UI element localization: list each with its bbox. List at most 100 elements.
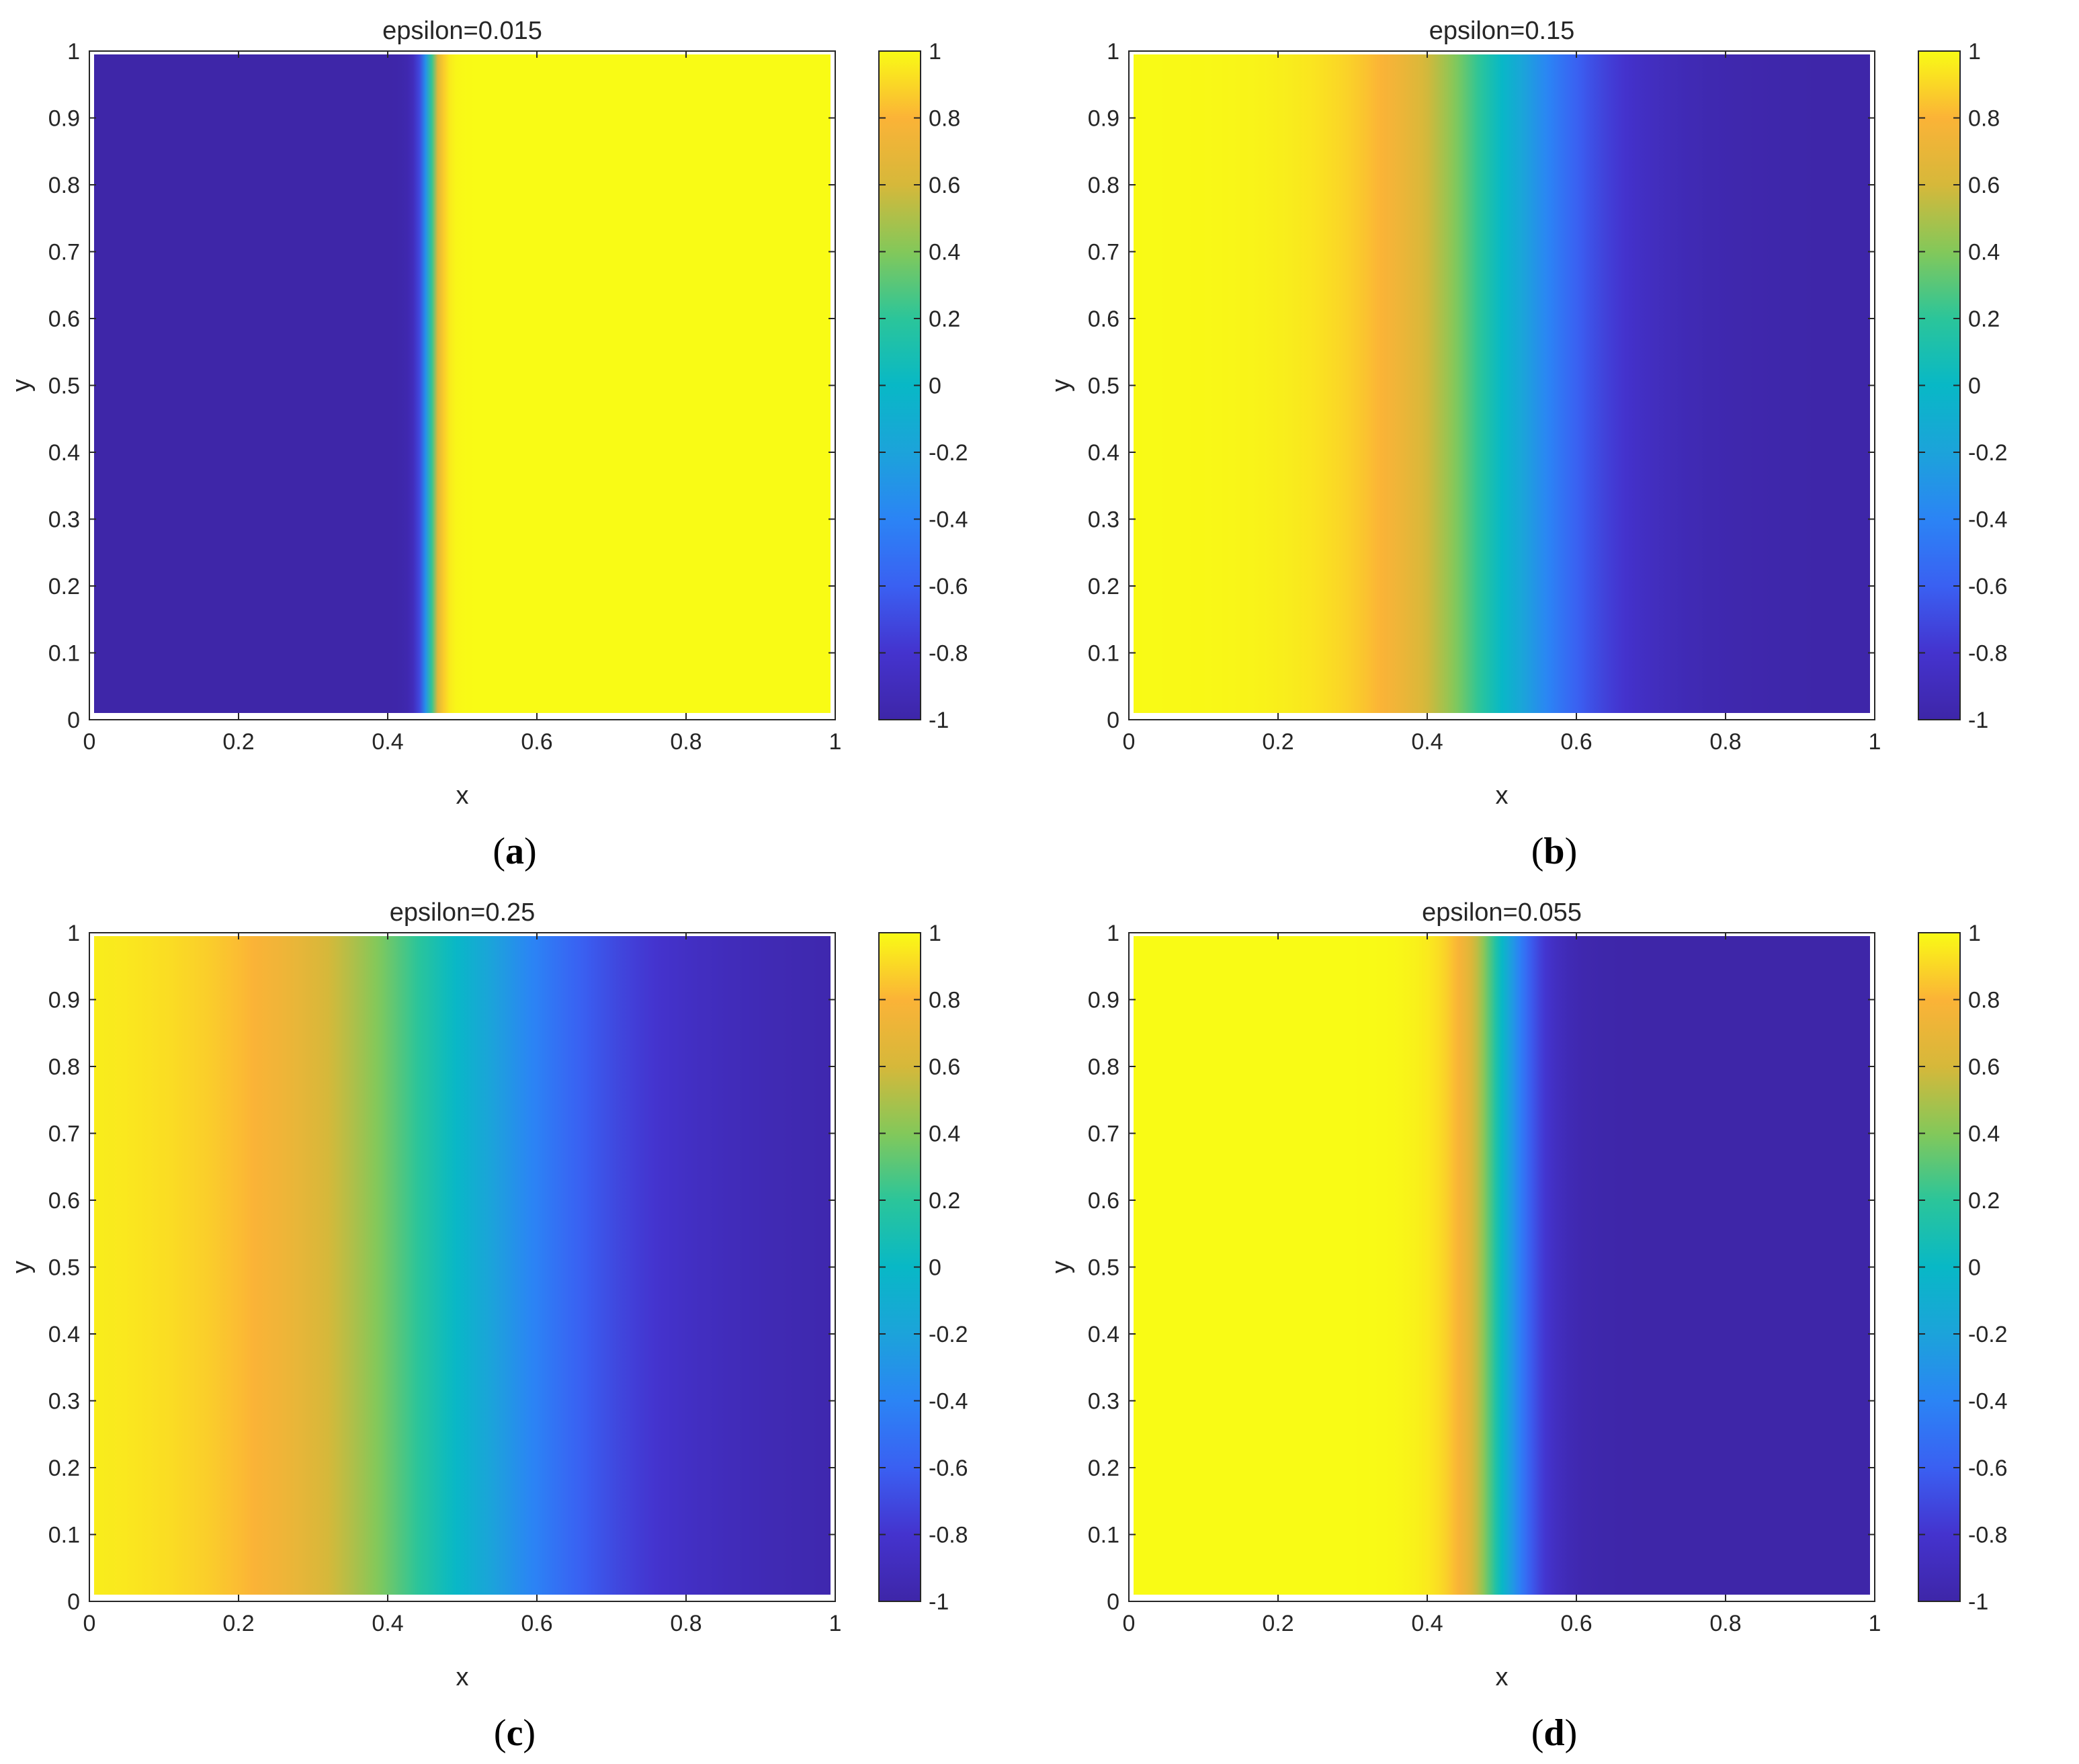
colorbar-tick-label: -0.2: [1968, 1322, 2008, 1347]
colorbar-tick-label: 0.8: [929, 988, 960, 1013]
y-tick-label: 0: [67, 708, 80, 733]
x-axis-label: x: [1496, 782, 1509, 810]
colorbar-tick-label: -0.2: [929, 1322, 968, 1347]
colorbar-tick-label: -0.2: [1968, 440, 2008, 466]
colorbar-tick-label: 0.2: [929, 1188, 960, 1214]
colorbar-tick-label: 0.6: [1968, 1054, 2000, 1080]
panel-a: 0 0.2 0.4 0.6 0.8 1 0 0.1 0.2 0.3 0.4 0.5 0.6 0.7 0.8 0…: [0, 0, 1040, 882]
colorbar-tick-label: -0.8: [929, 641, 968, 667]
y-tick-label: 0.4: [1088, 440, 1119, 466]
x-tick-label: 0: [83, 1611, 96, 1636]
panel-label: (a): [493, 831, 536, 872]
y-tick-label: 0.9: [1088, 988, 1119, 1013]
colorbar-tick-label: -0.6: [929, 1456, 968, 1481]
colorbar-tick-label: 0.4: [929, 1122, 960, 1147]
x-tick-label: 0.4: [1411, 1611, 1443, 1636]
colorbar-tick-label: -0.4: [929, 507, 968, 533]
panel-label: (b): [1531, 831, 1577, 872]
y-tick-label: 0: [67, 1589, 80, 1615]
colorbar-tick-label: -0.6: [1968, 1456, 2008, 1481]
y-tick-label: 0.5: [48, 374, 80, 399]
y-tick-label: 0.9: [48, 106, 80, 132]
x-tick-label: 1: [1869, 1611, 1881, 1636]
y-tick-label: 0.2: [1088, 1456, 1119, 1481]
colorbar-tick-label: -0.8: [929, 1523, 968, 1548]
y-tick-label: 0.7: [1088, 240, 1119, 265]
x-tick-label: 0.2: [222, 729, 254, 755]
colorbar-tick-label: 0: [1968, 374, 1981, 399]
y-tick-label: 0.5: [48, 1255, 80, 1281]
heatmap-field: [1134, 936, 1870, 1595]
colorbar-tick-label: 1: [929, 921, 941, 946]
colorbar-tick-label: 0.2: [1968, 1188, 2000, 1214]
colorbar: [1918, 50, 1961, 720]
x-tick-label: 0.6: [1560, 729, 1592, 755]
colorbar-tick-label: 0.8: [1968, 988, 2000, 1013]
colorbar-tick-label: 0.6: [929, 173, 960, 198]
x-tick-label: 0.8: [1709, 1611, 1741, 1636]
colorbar-tick-label: -0.8: [1968, 1523, 2008, 1548]
colorbar-tick-label: 0: [929, 1255, 941, 1281]
chart-title: epsilon=0.015: [382, 17, 542, 45]
colorbar-tick-label: -0.2: [929, 440, 968, 466]
colorbar-tick-label: 1: [929, 39, 941, 65]
y-tick-label: 1: [67, 921, 80, 946]
colorbar-tick-label: 0.4: [1968, 1122, 2000, 1147]
y-tick-label: 1: [1107, 921, 1119, 946]
y-tick-label: 0.7: [48, 240, 80, 265]
colorbar: [1918, 932, 1961, 1602]
colorbar-tick-label: 0.4: [1968, 240, 2000, 265]
y-tick-label: 0.9: [48, 988, 80, 1013]
y-tick-label: 0.9: [1088, 106, 1119, 132]
colorbar-tick-label: 0.2: [1968, 306, 2000, 332]
colorbar-tick-label: 0.8: [1968, 106, 2000, 132]
colorbar-tick-label: 0.6: [929, 1054, 960, 1080]
x-tick-label: 0.2: [222, 1611, 254, 1636]
y-tick-label: 0.8: [48, 1054, 80, 1080]
y-tick-label: 0.4: [48, 440, 80, 466]
x-tick-label: 1: [829, 1611, 842, 1636]
y-tick-label: 0.1: [1088, 1523, 1119, 1548]
x-tick-label: 0.8: [670, 729, 702, 755]
y-tick-label: 0.2: [1088, 574, 1119, 599]
y-tick-label: 0.2: [48, 1456, 80, 1481]
colorbar-tick-label: -1: [929, 1589, 949, 1615]
colorbar-tick-label: -0.4: [929, 1389, 968, 1415]
heatmap-field: [94, 936, 831, 1595]
x-tick-label: 0.6: [521, 1611, 552, 1636]
x-tick-label: 0.6: [1560, 1611, 1592, 1636]
colorbar-tick-label: 1: [1968, 39, 1981, 65]
colorbar-tick-label: -1: [1968, 1589, 1988, 1615]
x-tick-label: 0: [1123, 1611, 1136, 1636]
x-tick-label: 0: [1123, 729, 1136, 755]
y-tick-label: 0.3: [1088, 507, 1119, 533]
y-tick-label: 0.4: [48, 1322, 80, 1347]
y-tick-label: 0.3: [48, 1389, 80, 1415]
colorbar-tick-label: 0: [929, 374, 941, 399]
chart-title: epsilon=0.055: [1422, 898, 1582, 927]
x-tick-label: 1: [829, 729, 842, 755]
colorbar-tick-label: -1: [929, 708, 949, 733]
x-tick-label: 0.4: [1411, 729, 1443, 755]
heatmap-chart-d: 0 0.2 0.4 0.6 0.8 1 0 0.1 0.2 0.3 0.4 0.5 0.6 0.7 0.8 0…: [1047, 898, 2008, 1754]
y-tick-label: 0.1: [1088, 641, 1119, 667]
x-tick-label: 0.8: [670, 1611, 702, 1636]
y-tick-label: 0.4: [1088, 1322, 1119, 1347]
x-tick-label: 0.2: [1262, 1611, 1293, 1636]
x-tick-label: 0.4: [372, 1611, 403, 1636]
colorbar-tick-label: 1: [1968, 921, 1981, 946]
heatmap-chart-a: 0 0.2 0.4 0.6 0.8 1 0 0.1 0.2 0.3 0.4 0.5 0.6 0.7 0.8 0…: [7, 17, 968, 872]
y-tick-label: 0.5: [1088, 374, 1119, 399]
colorbar: [878, 50, 921, 720]
x-tick-label: 0.6: [521, 729, 552, 755]
panel-c: 0 0.2 0.4 0.6 0.8 1 0 0.1 0.2 0.3 0.4 0.5 0.6 0.7 0.8 0…: [0, 882, 1040, 1763]
y-tick-label: 0.5: [1088, 1255, 1119, 1281]
y-axis-label: y: [7, 1261, 36, 1273]
heatmap-chart-c: 0 0.2 0.4 0.6 0.8 1 0 0.1 0.2 0.3 0.4 0.5 0.6 0.7 0.8 0…: [7, 898, 968, 1754]
x-axis-label: x: [456, 782, 469, 810]
panel-label: (d): [1531, 1712, 1577, 1754]
y-tick-label: 0.8: [1088, 1054, 1119, 1080]
y-tick-label: 0.6: [48, 1188, 80, 1214]
panel-d: 0 0.2 0.4 0.6 0.8 1 0 0.1 0.2 0.3 0.4 0.5 0.6 0.7 0.8 0…: [1040, 882, 2079, 1763]
y-tick-label: 0.3: [48, 507, 80, 533]
